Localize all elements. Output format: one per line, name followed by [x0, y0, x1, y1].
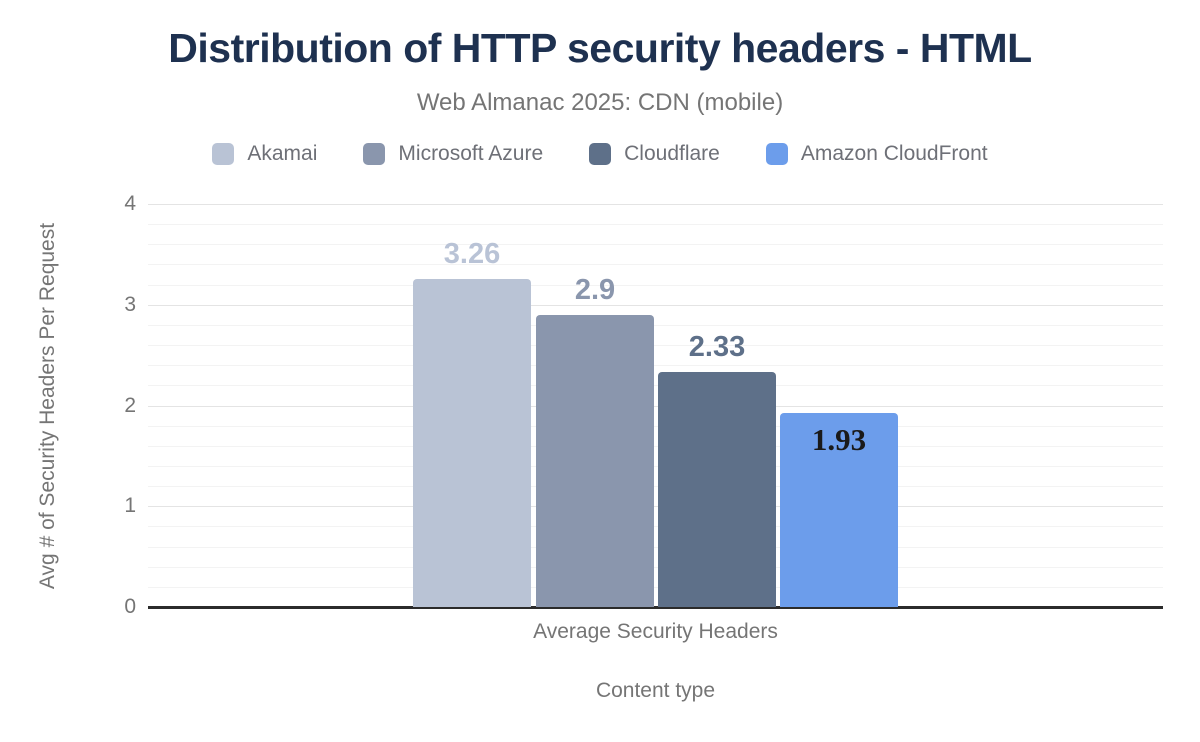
gridline-major [148, 405, 1163, 407]
gridline-minor [148, 365, 1163, 367]
gridline-minor [148, 345, 1163, 347]
legend-swatch-icon [765, 143, 788, 165]
plot-area: 3.26 2.9 2.33 1.93 [148, 204, 1163, 609]
legend-swatch-icon [212, 143, 235, 165]
bar-akamai [413, 278, 531, 607]
y-tick-label: 0 [124, 595, 136, 618]
y-tick-label: 3 [124, 292, 136, 316]
gridline-minor [148, 546, 1163, 548]
legend-item-amazon-cloudfront: Amazon CloudFront [765, 142, 988, 166]
legend-item-label: Akamai [247, 142, 318, 165]
gridline-minor [148, 244, 1163, 246]
gridline-minor [148, 566, 1163, 568]
gridline-minor [148, 385, 1163, 387]
gridline-minor [148, 324, 1163, 326]
legend-swatch-icon [363, 143, 386, 165]
gridline-minor [148, 425, 1163, 427]
chart-title: Distribution of HTTP security headers - … [168, 25, 1032, 71]
bar-amazon-cloudfront [780, 412, 898, 607]
y-tick-label: 4 [124, 192, 136, 215]
legend-item-akamai: Akamai [212, 142, 317, 166]
bar-microsoft-azure [536, 314, 654, 607]
gridline-minor [148, 445, 1163, 447]
legend-item-label: Amazon CloudFront [800, 142, 988, 165]
bar-value-label: 2.9 [574, 273, 616, 306]
gridline-major [148, 304, 1163, 306]
y-axis-title: Avg # of Security Headers Per Request [36, 222, 59, 590]
gridline-minor [148, 264, 1163, 266]
gridline-minor [148, 526, 1163, 528]
legend-swatch-icon [589, 143, 612, 165]
gridline-major [148, 204, 1163, 205]
y-tick-label: 1 [124, 494, 136, 518]
legend: Akamai Microsoft Azure Cloudflare Amazon Cl… [0, 142, 1200, 166]
gridline-minor [148, 224, 1163, 226]
legend-item-label: Microsoft Azure [398, 142, 544, 165]
bar-cloudflare [658, 372, 776, 607]
legend-item-label: Cloudflare [624, 142, 720, 165]
x-axis-title: Content type [595, 679, 716, 702]
bar-value-label: 2.33 [688, 331, 746, 364]
gridline-major [148, 506, 1163, 508]
chart-subtitle: Web Almanac 2025: CDN (mobile) [416, 89, 784, 116]
legend-item-cloudflare: Cloudflare [589, 142, 720, 166]
bar-value-label: 1.93 [811, 421, 867, 457]
x-axis-line [148, 606, 1163, 609]
bar-value-label: 3.26 [443, 237, 501, 270]
gridline-minor [148, 284, 1163, 286]
x-category-label: Average Security Headers [533, 620, 778, 643]
gridline-minor [148, 465, 1163, 467]
y-tick-label: 2 [124, 393, 136, 417]
gridline-minor [148, 586, 1163, 588]
gridline-minor [148, 486, 1163, 488]
legend-item-microsoft-azure: Microsoft Azure [363, 142, 543, 166]
